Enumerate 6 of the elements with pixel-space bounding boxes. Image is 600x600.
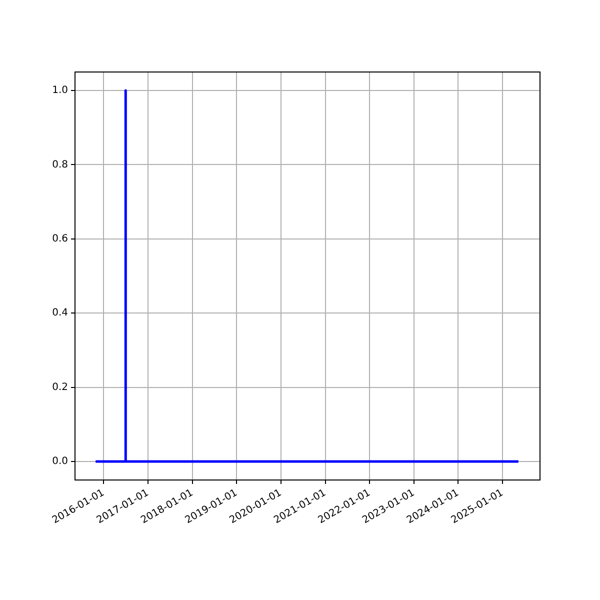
y-tick-label: 0.4 — [52, 308, 68, 319]
y-tick-label: 0.2 — [52, 382, 68, 393]
y-tick-label: 1.0 — [52, 85, 68, 96]
y-tick-label: 0.8 — [52, 159, 68, 170]
y-tick-label: 0.6 — [52, 234, 68, 245]
y-tick-label: 0.0 — [52, 456, 68, 468]
